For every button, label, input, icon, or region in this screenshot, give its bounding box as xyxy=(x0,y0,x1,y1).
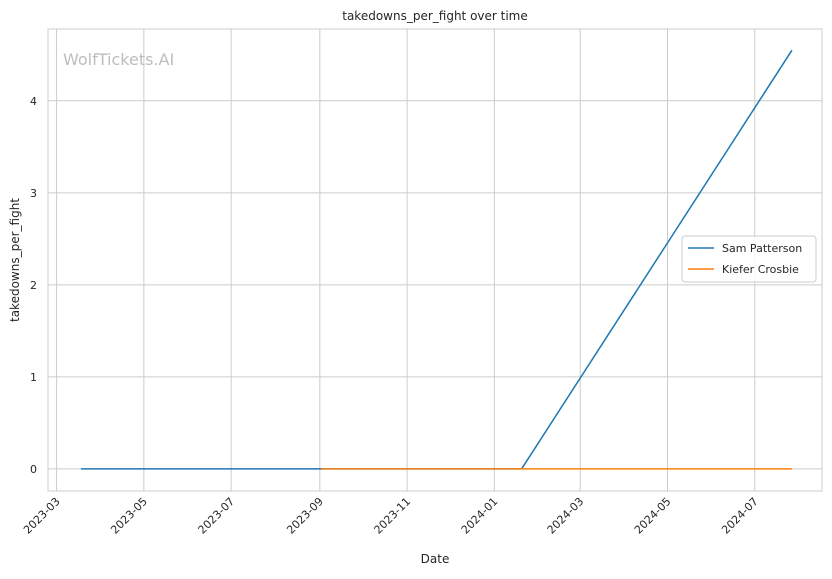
legend-label: Kiefer Crosbie xyxy=(722,263,799,276)
y-tick-labels: 0 1 2 3 4 xyxy=(30,95,37,476)
legend: Sam Patterson Kiefer Crosbie xyxy=(681,235,817,283)
watermark: WolfTickets.AI xyxy=(63,50,174,69)
y-tick-label: 1 xyxy=(30,371,37,384)
series-layer xyxy=(80,49,793,470)
legend-box xyxy=(681,235,817,283)
x-axis-label: Date xyxy=(421,552,450,566)
y-tick-label: 3 xyxy=(30,187,37,200)
y-tick-label: 2 xyxy=(30,279,37,292)
plot-area-frame xyxy=(47,28,823,492)
y-axis-label: takedowns_per_fight xyxy=(8,198,22,322)
chart-title: takedowns_per_fight over time xyxy=(342,9,528,23)
y-tick-label: 0 xyxy=(30,463,37,476)
y-tick-label: 4 xyxy=(30,95,37,108)
legend-label: Sam Patterson xyxy=(722,242,802,255)
